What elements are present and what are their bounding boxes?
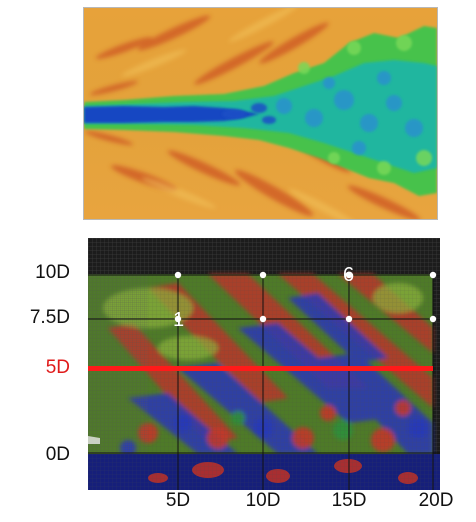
y-label-10d: 10D: [35, 262, 70, 283]
y-label-0d: 0D: [45, 444, 70, 465]
probe-point: [429, 271, 437, 279]
probe-point: [259, 315, 267, 323]
probe-point: [174, 271, 182, 279]
probe-points: [174, 271, 437, 323]
probe-label-1: 1: [173, 309, 184, 331]
x-label-15d: 15D: [331, 490, 367, 511]
jet-flow-image: [84, 8, 437, 219]
vorticity-field: [88, 274, 433, 456]
probe-point: [345, 271, 353, 279]
probe-point: [174, 315, 182, 323]
y-label-5d: 5D: [45, 357, 70, 378]
probe-point: [429, 315, 437, 323]
x-label-10d: 10D: [245, 490, 281, 511]
probe-point: [259, 271, 267, 279]
jet-flow-visualization: [83, 7, 438, 220]
probe-grid-figure: 1 6: [88, 238, 440, 490]
probe-grid-svg: 1 6: [88, 238, 440, 490]
x-label-5d: 5D: [165, 490, 191, 511]
probe-label-6: 6: [343, 264, 354, 286]
highlight-line-5d: [88, 366, 433, 371]
probe-point: [345, 315, 353, 323]
y-label-7-5d: 7.5D: [29, 307, 70, 328]
x-label-20d: 20D: [418, 490, 454, 511]
